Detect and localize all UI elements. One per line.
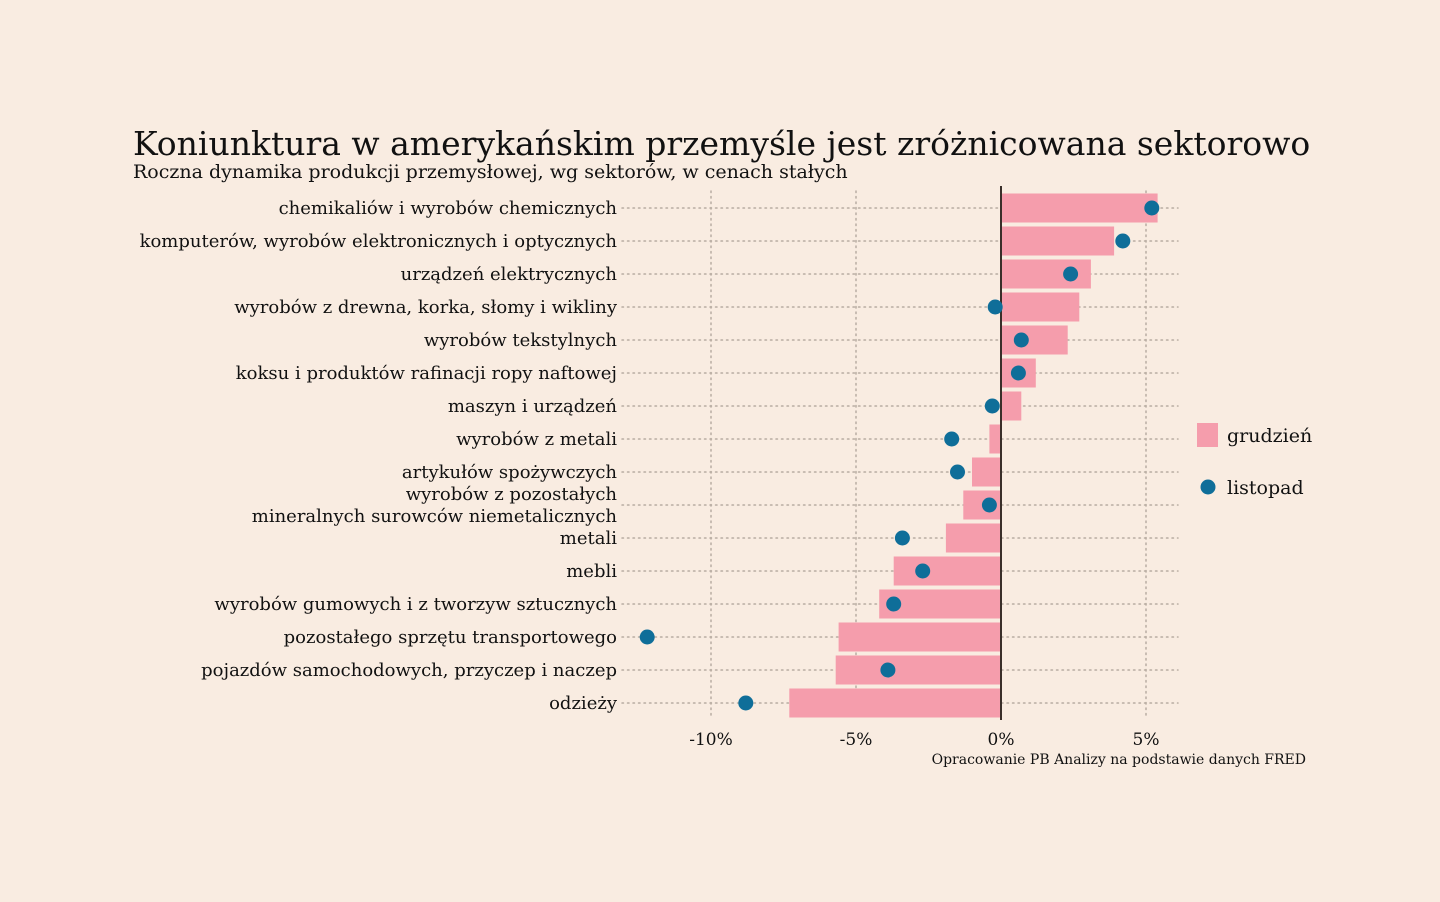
bar-grudzien xyxy=(989,424,1001,454)
category-label: maszyn i urządzeń xyxy=(448,396,618,417)
bar-grudzien xyxy=(945,523,1001,553)
dot-listopad xyxy=(1010,365,1026,381)
category-label: metali xyxy=(560,528,617,549)
category-label: pojazdów samochodowych, przyczep i nacze… xyxy=(201,660,617,681)
dot-listopad xyxy=(1144,200,1160,216)
dot-listopad xyxy=(984,398,1000,414)
category-label: wyrobów z metali xyxy=(456,429,617,450)
bar-grudzien xyxy=(789,688,1001,718)
grid-lines xyxy=(621,190,1179,719)
dot-listopad xyxy=(1063,266,1079,282)
category-label: wyrobów tekstylnych xyxy=(424,330,618,351)
dot-listopad xyxy=(1115,233,1131,249)
category-label: wyrobów z drewna, korka, słomy i wikliny xyxy=(234,297,618,318)
x-tick-label: 5% xyxy=(1133,730,1160,750)
legend-swatch-grudzien xyxy=(1197,423,1218,447)
dot-listopad xyxy=(944,431,960,447)
category-label: odzieży xyxy=(549,693,618,714)
dots-listopad xyxy=(639,200,1160,711)
x-tick-labels: -10% -5% 0% 5% xyxy=(689,730,1159,750)
dot-listopad xyxy=(639,629,655,645)
category-label: koksu i produktów rafinacji ropy naftowe… xyxy=(236,363,617,384)
category-label: komputerów, wyrobów elektronicznych i op… xyxy=(140,231,618,252)
bar-grudzien xyxy=(1001,292,1080,322)
bar-grudzien xyxy=(835,655,1001,685)
chart-caption: Opracowanie PB Analizy na podstawie dany… xyxy=(931,752,1306,768)
bar-grudzien xyxy=(1001,325,1068,355)
bar-grudzien xyxy=(1001,391,1022,421)
bar-grudzien xyxy=(1001,193,1158,223)
dot-listopad xyxy=(950,464,965,480)
x-tick-label: -5% xyxy=(840,730,873,750)
bar-grudzien xyxy=(972,457,1001,487)
legend-label-grudzien: grudzień xyxy=(1227,425,1312,447)
legend: grudzień listopad xyxy=(1197,423,1312,499)
legend-swatch-listopad xyxy=(1200,479,1216,495)
category-labels: chemikaliów i wyrobów chemicznych kompute… xyxy=(140,198,618,714)
bar-grudzien xyxy=(893,556,1001,586)
bar-grudzien xyxy=(838,622,1001,652)
category-label: artykułów spożywczych xyxy=(402,462,618,483)
chart-subtitle: Roczna dynamika produkcji przemysłowej, … xyxy=(133,161,848,183)
category-label: mebli xyxy=(566,561,617,582)
dot-listopad xyxy=(880,662,896,678)
category-label: urządzeń elektrycznych xyxy=(401,264,618,285)
category-label: wyrobów gumowych i z tworzyw sztucznych xyxy=(214,594,617,615)
dot-listopad xyxy=(987,299,1003,315)
category-label: chemikaliów i wyrobów chemicznych xyxy=(279,198,618,219)
dot-listopad xyxy=(886,596,902,612)
x-tick-label: -10% xyxy=(689,730,733,750)
bar-grudzien xyxy=(1001,226,1115,256)
dot-listopad xyxy=(981,497,997,513)
legend-label-listopad: listopad xyxy=(1227,477,1304,499)
dot-listopad xyxy=(915,563,931,579)
category-label: wyrobów z pozostałych mineralnych surowcó… xyxy=(252,484,618,527)
dot-listopad xyxy=(738,695,754,711)
category-label: pozostałego sprzętu transportowego xyxy=(284,627,617,648)
dot-listopad xyxy=(1013,332,1029,348)
x-tick-label: 0% xyxy=(988,730,1015,750)
chart-title: Koniunktura w amerykańskim przemyśle jes… xyxy=(133,124,1311,163)
dot-listopad xyxy=(894,530,910,546)
bars-grudzien xyxy=(789,193,1158,718)
